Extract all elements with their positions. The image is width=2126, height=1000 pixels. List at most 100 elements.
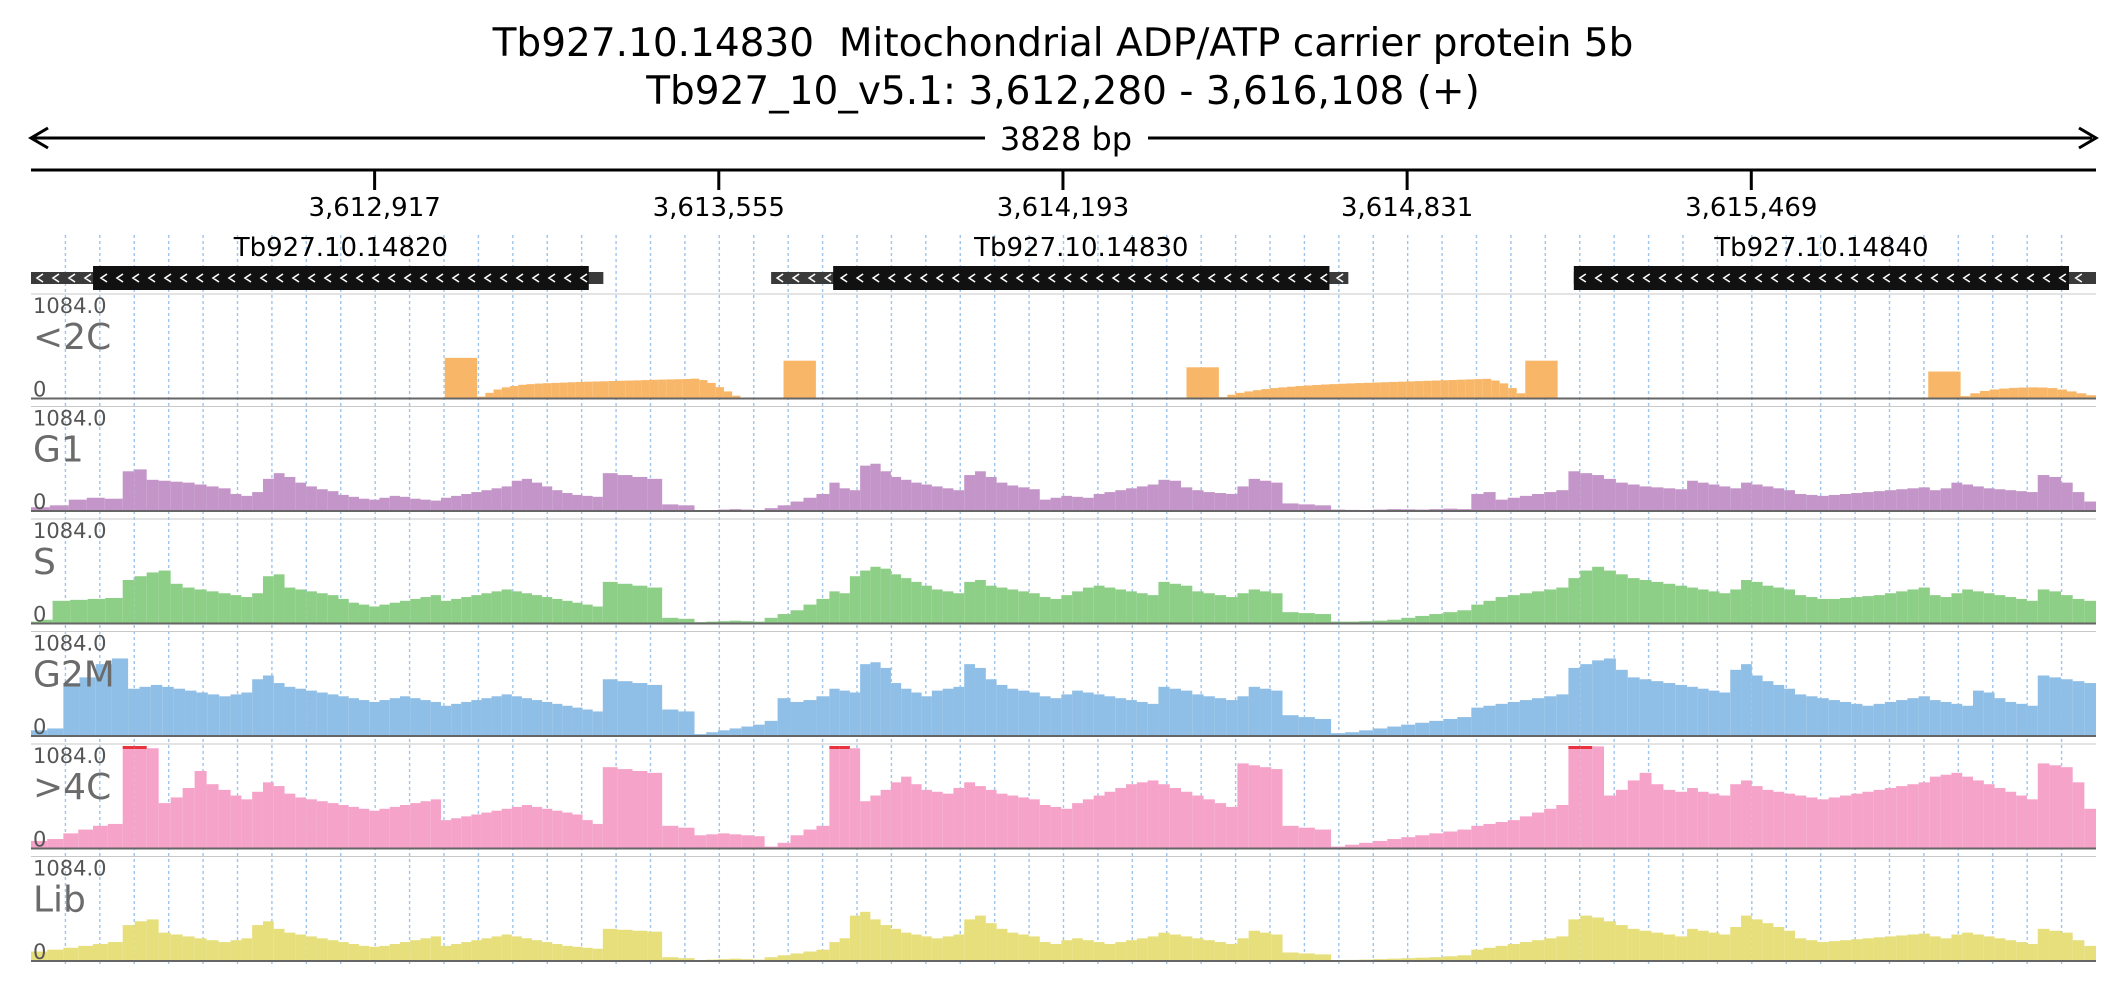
coverage-bar — [1389, 381, 1398, 399]
coverage-bar — [1136, 782, 1148, 849]
coverage-bar — [1072, 938, 1083, 961]
coverage-bar — [1483, 947, 1496, 961]
coverage-bar — [1192, 490, 1204, 511]
gene-label: Tb927.10.14840 — [1713, 233, 1928, 263]
coverage-bar — [1604, 795, 1616, 849]
coverage-bar — [1960, 396, 1971, 399]
coverage-bar — [699, 380, 708, 399]
coverage-bar — [1940, 701, 1952, 736]
coverage-bar — [218, 593, 231, 624]
coverage-bar — [430, 595, 441, 624]
coverage-bar — [931, 791, 943, 849]
coverage-bar — [2005, 791, 2017, 849]
coverage-bar — [1708, 690, 1720, 736]
coverage-bar — [1457, 379, 1466, 399]
coverage-bar — [1687, 480, 1698, 511]
coverage-bar — [1519, 495, 1533, 511]
coverage-bar — [1397, 381, 1407, 399]
coverage-bar — [1556, 587, 1569, 624]
coverage-bar — [122, 925, 135, 961]
coverage-bar — [1973, 591, 1984, 624]
coverage-bar — [1147, 484, 1159, 511]
coverage-bar — [284, 587, 296, 624]
coverage-bar — [399, 696, 411, 736]
coverage-bar — [1214, 942, 1227, 961]
coverage-bar — [1457, 717, 1472, 736]
coverage-bar — [1663, 789, 1676, 849]
coverage-bar — [1806, 696, 1818, 736]
coverage-bar — [471, 814, 482, 849]
coverage-bar — [1675, 684, 1688, 736]
chart-title-block: Tb927.10.14830 Mitochondrial ADP/ATP car… — [0, 20, 2126, 116]
coverage-bar — [975, 471, 986, 511]
coverage-bar — [379, 808, 390, 849]
coverage-bar — [1286, 386, 1296, 399]
coverage-bar — [1851, 939, 1863, 961]
coverage-bar — [2049, 930, 2062, 961]
coverage-bar — [440, 945, 452, 961]
coverage-bar — [662, 957, 679, 961]
coverage-bar — [1663, 934, 1676, 961]
coverage-bar — [2072, 492, 2085, 511]
coverage-bar — [420, 700, 431, 736]
coverage-bar — [2005, 597, 2017, 624]
coverage-bar — [764, 508, 778, 511]
coverage-bar — [1639, 580, 1652, 624]
coverage-bar — [1050, 598, 1062, 624]
coverage-bar — [1252, 390, 1262, 399]
coverage-bar — [839, 690, 850, 736]
coverage-bar — [1762, 585, 1774, 624]
coverage-bar — [295, 589, 307, 624]
coverage-bar — [182, 587, 195, 624]
coverage-bar — [964, 919, 976, 961]
strand-arrows — [35, 273, 588, 283]
coverage-bar — [1851, 597, 1863, 624]
coverage-bar — [2037, 928, 2050, 961]
coverage-bar — [2037, 387, 2048, 399]
coverage-bar — [369, 606, 380, 624]
coverage-bar — [1568, 578, 1581, 624]
coverage-bar — [1708, 793, 1720, 849]
coverage-bar — [1259, 480, 1272, 511]
coverage-bar — [273, 473, 285, 511]
coverage-bar — [2084, 945, 2096, 961]
coverage-bar — [2026, 492, 2038, 511]
coverage-bar — [1104, 492, 1116, 511]
coverage-bar — [1532, 940, 1545, 961]
coverage-bar — [996, 793, 1008, 849]
coverage-bar — [273, 574, 285, 624]
coverage-bar — [2049, 765, 2062, 849]
coverage-bar — [1440, 380, 1449, 399]
coverage-bar — [1873, 491, 1885, 511]
coverage-bar — [1158, 932, 1170, 961]
span-indicator: 3828 bp — [28, 120, 2099, 158]
coverage-bar — [839, 938, 850, 961]
coverage-bar — [1474, 379, 1483, 399]
coverage-bar — [510, 386, 519, 399]
coverage-bar — [1532, 698, 1545, 736]
coverage-bar — [1282, 612, 1299, 624]
coverage-bar — [1448, 379, 1458, 399]
coverage-bar — [218, 942, 231, 961]
coverage-bar — [284, 686, 296, 736]
coverage-bar — [1896, 489, 1908, 511]
coverage-bar — [662, 825, 679, 849]
coverage-bar — [921, 936, 932, 961]
coverage-bar — [471, 940, 482, 961]
coverage-bar — [1271, 593, 1283, 624]
coverage-bar — [617, 769, 633, 849]
coverage-bar — [93, 943, 108, 961]
coverage-bar — [849, 748, 861, 849]
coverage-bar — [1719, 593, 1731, 624]
coverage-bar — [295, 934, 307, 961]
coverage-bar — [942, 793, 954, 849]
coverage-bar — [1687, 787, 1698, 849]
coverage-bar — [1627, 928, 1640, 961]
coverage-bar — [1592, 660, 1605, 736]
coverage-bar — [717, 621, 730, 624]
coverage-bar — [1651, 581, 1664, 624]
coverage-bar — [70, 599, 88, 624]
coverage-bar — [666, 379, 675, 399]
coverage-bar — [122, 580, 135, 624]
coverage-bar — [1050, 943, 1062, 961]
